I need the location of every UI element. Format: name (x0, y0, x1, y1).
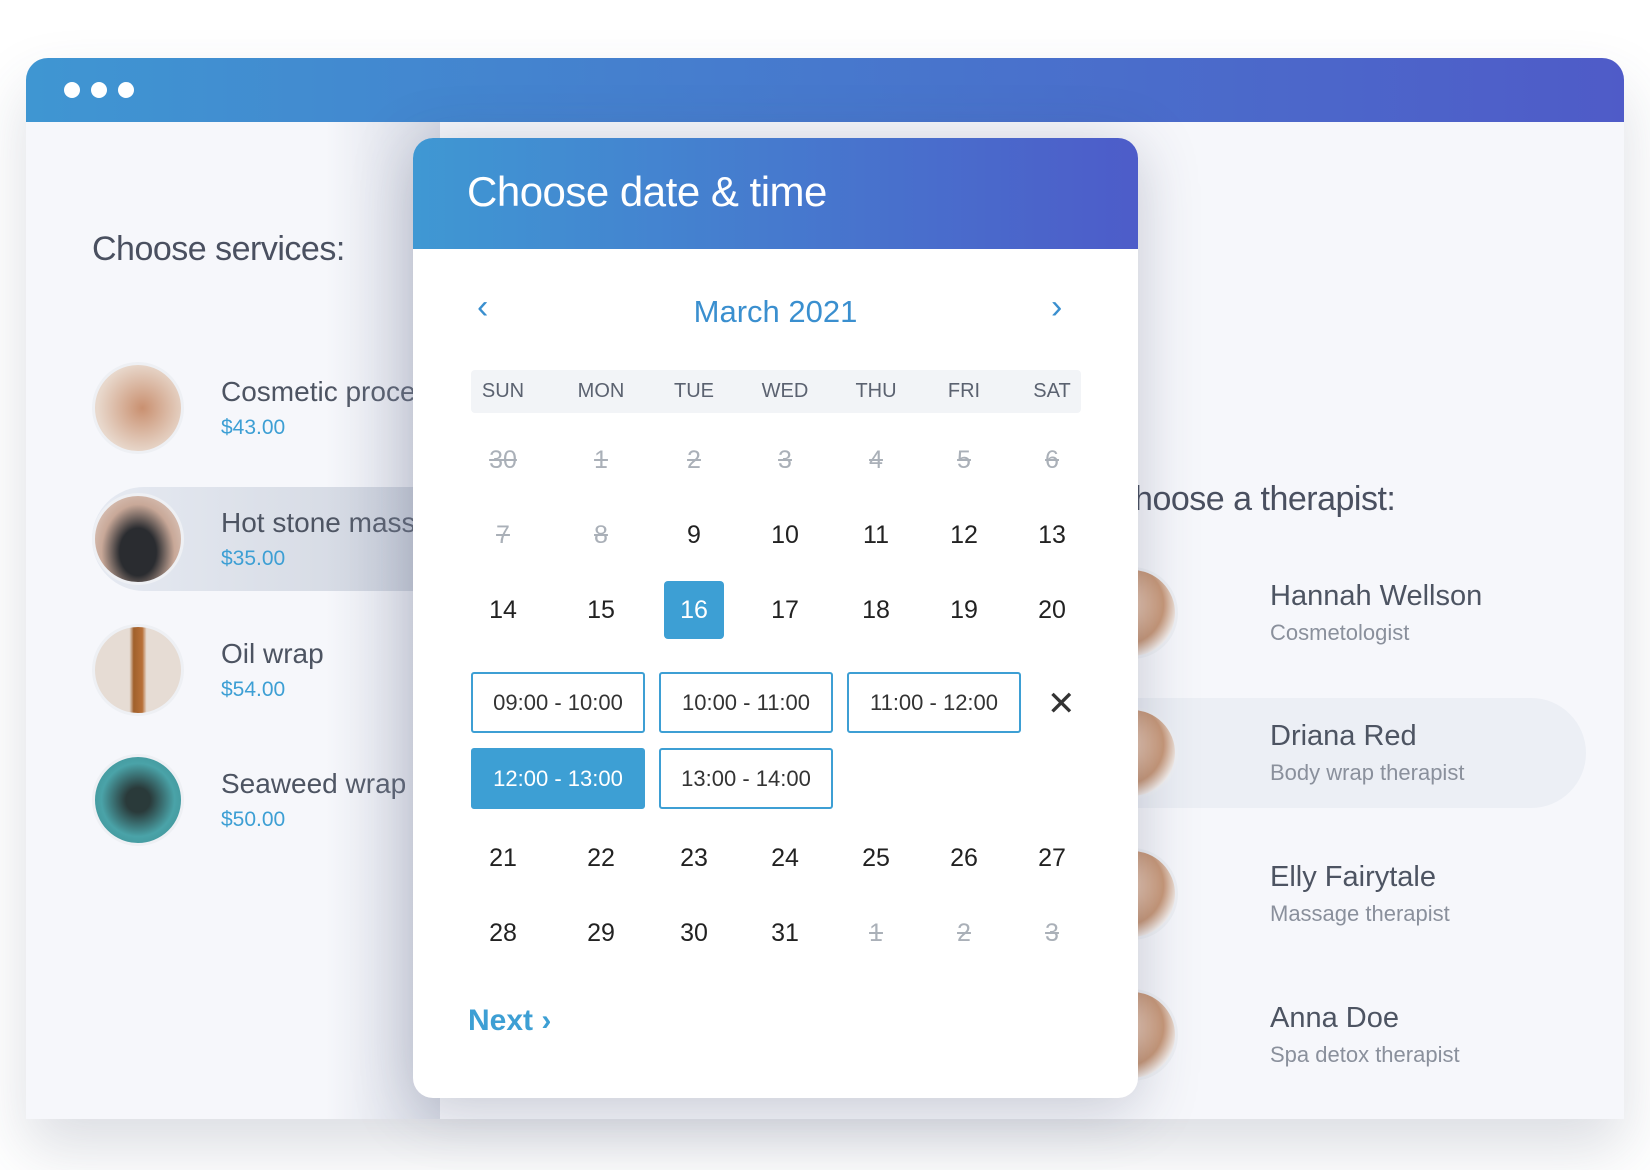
service-price: $50.00 (221, 808, 286, 831)
time-slot[interactable]: 12:00 - 13:00 (471, 748, 645, 809)
weekday-label: THU (855, 380, 897, 402)
chevron-right-icon: › (541, 1004, 552, 1037)
therapist-name: Hannah Wellson (1270, 580, 1483, 612)
calendar-day: 3 (1045, 919, 1059, 947)
modal-title: Choose date & time (413, 138, 1138, 249)
service-item[interactable]: Hot stone massage $35.00 (92, 487, 472, 591)
calendar-day[interactable]: 9 (687, 521, 701, 549)
calendar-day[interactable]: 13 (1038, 521, 1066, 549)
calendar-day[interactable]: 18 (862, 596, 890, 624)
date-time-modal: Choose date & time ‹ March 2021 › SUN MON… (413, 138, 1138, 1098)
close-icon[interactable]: ✕ (1047, 685, 1076, 723)
calendar-day[interactable]: 10 (771, 521, 799, 549)
prev-month-button[interactable]: ‹ (477, 288, 489, 326)
calendar-day[interactable]: 16 (664, 581, 724, 639)
service-name: Seaweed wrap (221, 768, 407, 799)
calendar-day[interactable]: 23 (680, 844, 708, 872)
service-image (92, 493, 184, 585)
calendar-day[interactable]: 20 (1038, 596, 1066, 624)
calendar-day: 5 (957, 446, 971, 474)
window-dot (91, 82, 107, 98)
therapist-item[interactable]: Hannah Wellson Cosmetologist (1086, 558, 1586, 668)
calendar-day: 2 (687, 446, 701, 474)
calendar-day[interactable]: 22 (587, 844, 615, 872)
service-image (92, 754, 184, 846)
next-month-button[interactable]: › (1051, 288, 1063, 326)
calendar-day[interactable]: 28 (489, 919, 517, 947)
weekday-label: TUE (674, 380, 714, 402)
weekday-label: FRI (947, 380, 981, 402)
calendar-day[interactable]: 21 (489, 844, 517, 872)
time-slot[interactable]: 11:00 - 12:00 (847, 672, 1021, 733)
calendar-day[interactable]: 31 (771, 919, 799, 947)
therapist-item[interactable]: Driana Red Body wrap therapist (1086, 698, 1586, 808)
calendar-day: 2 (957, 919, 971, 947)
calendar-day[interactable]: 26 (950, 844, 978, 872)
window-dot (64, 82, 80, 98)
calendar-day: 1 (869, 919, 883, 947)
therapist-role: Massage therapist (1270, 901, 1450, 926)
window-dot (118, 82, 134, 98)
window-title-bar (26, 58, 1624, 122)
calendar-day[interactable]: 25 (862, 844, 890, 872)
calendar-day: 4 (869, 446, 883, 474)
calendar-day[interactable]: 19 (950, 596, 978, 624)
therapist-name: Anna Doe (1270, 1002, 1399, 1034)
calendar-day[interactable]: 11 (863, 521, 889, 549)
therapist-name: Driana Red (1270, 720, 1417, 752)
time-slot[interactable]: 09:00 - 10:00 (471, 672, 645, 733)
therapist-name: Elly Fairytale (1270, 861, 1436, 893)
weekday-label: WED (761, 380, 809, 402)
calendar-day: 1 (594, 446, 608, 474)
service-name: Oil wrap (221, 638, 324, 669)
therapist-item[interactable]: Anna Doe Spa detox therapist (1086, 980, 1586, 1090)
therapist-item[interactable]: Elly Fairytale Massage therapist (1086, 839, 1586, 949)
calendar-day: 8 (594, 521, 608, 549)
therapist-role: Body wrap therapist (1270, 760, 1465, 785)
service-price: $35.00 (221, 547, 286, 570)
service-item[interactable]: Seaweed wrap $50.00 (92, 748, 472, 852)
service-item[interactable]: Oil wrap $54.00 (92, 618, 472, 722)
calendar-day: 6 (1045, 446, 1059, 474)
calendar-day[interactable]: 29 (587, 919, 615, 947)
time-slot[interactable]: 13:00 - 14:00 (659, 748, 833, 809)
calendar-day[interactable]: 24 (771, 844, 799, 872)
weekday-label: SUN (481, 380, 525, 402)
calendar-day: 3 (778, 446, 792, 474)
calendar-day[interactable]: 15 (587, 596, 615, 624)
therapists-heading: Choose a therapist: (1110, 480, 1396, 518)
calendar-day: 7 (496, 521, 510, 549)
therapist-role: Cosmetologist (1270, 620, 1410, 645)
therapist-role: Spa detox therapist (1270, 1042, 1460, 1067)
calendar-day[interactable]: 14 (489, 596, 517, 624)
calendar-day[interactable]: 17 (771, 596, 799, 624)
service-price: $54.00 (221, 678, 286, 701)
next-button[interactable]: Next › (468, 1004, 551, 1038)
services-heading: Choose services: (92, 230, 345, 268)
service-image (92, 624, 184, 716)
time-slot[interactable]: 10:00 - 11:00 (659, 672, 833, 733)
next-label: Next (468, 1004, 534, 1037)
month-label: March 2021 (693, 294, 858, 329)
calendar-day[interactable]: 30 (680, 919, 708, 947)
service-image (92, 362, 184, 454)
service-price: $43.00 (221, 416, 286, 439)
weekday-label: SAT (1033, 380, 1071, 402)
weekday-header: SUN MON TUE WED THU FRI SAT (471, 370, 1081, 413)
calendar-day[interactable]: 12 (950, 521, 978, 549)
calendar-day: 30 (489, 446, 517, 474)
calendar-day[interactable]: 27 (1038, 844, 1066, 872)
weekday-label: MON (577, 380, 625, 402)
